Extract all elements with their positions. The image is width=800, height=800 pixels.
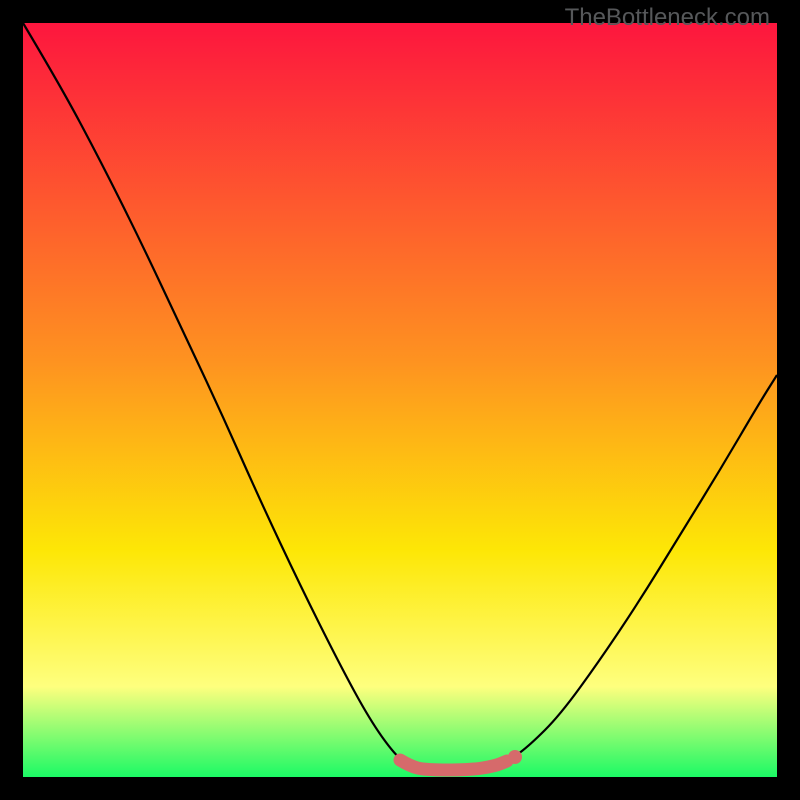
watermark-text: TheBottleneck.com [565,4,770,32]
bottleneck-curve [23,23,777,770]
optimal-range-end-dot [508,750,522,764]
curve-layer [23,23,777,777]
optimal-range-highlight [400,760,507,770]
chart-container: TheBottleneck.com [0,0,800,800]
plot-area [23,23,777,777]
